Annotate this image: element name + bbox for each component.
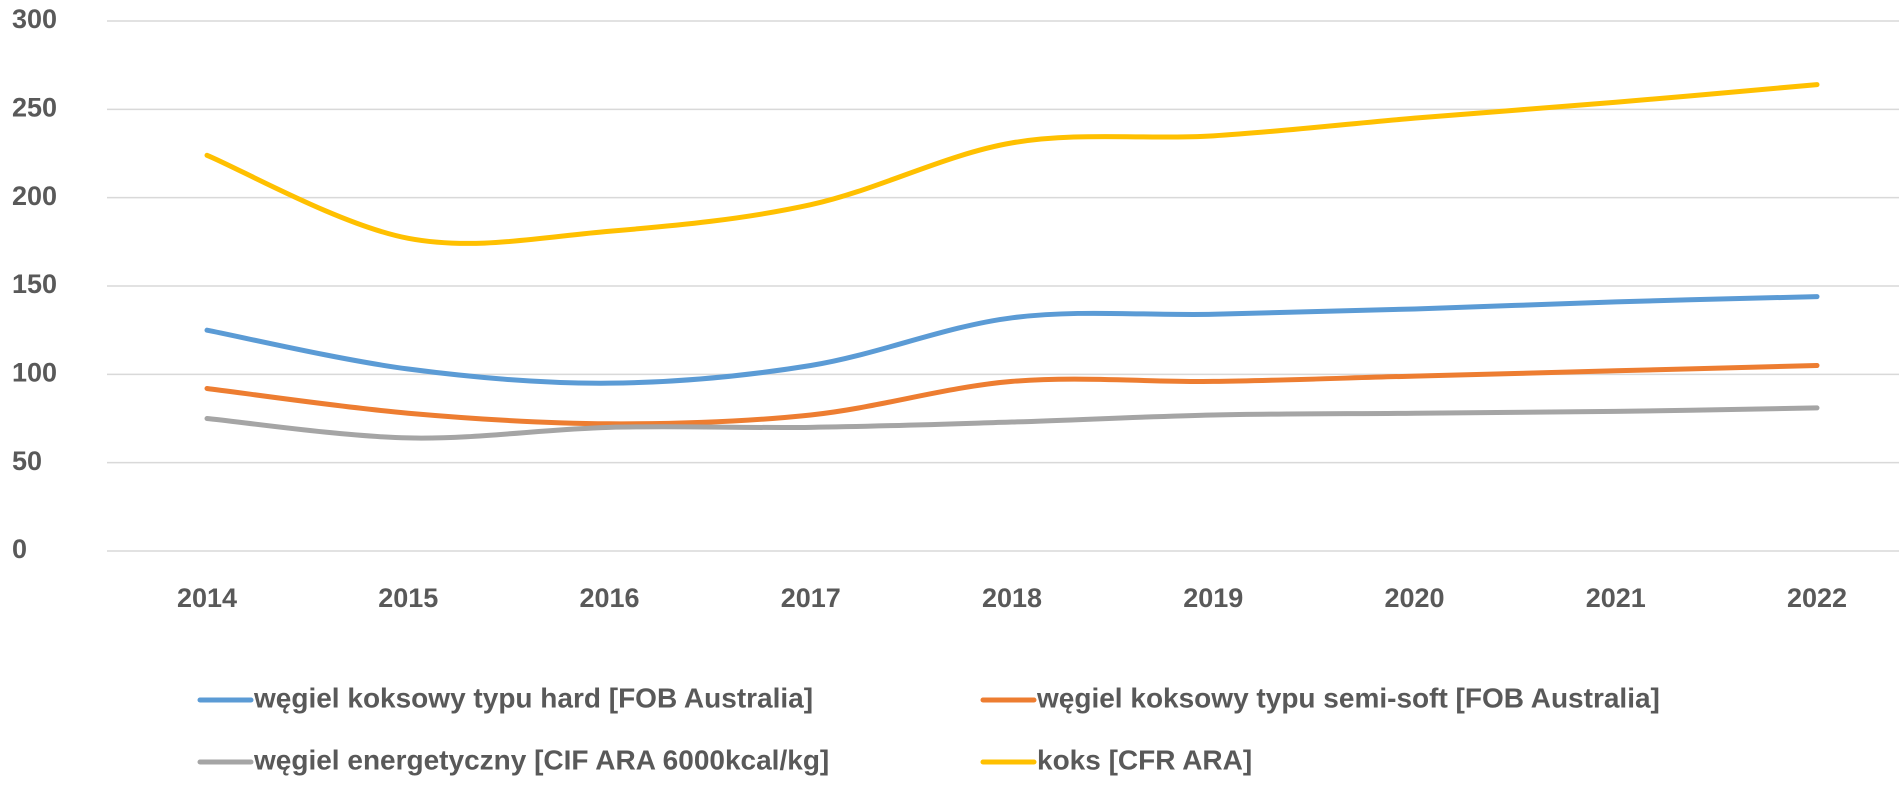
series-line [204,82,1820,246]
x-tick-label: 2020 [1384,583,1444,613]
series-line [204,294,1820,386]
y-tick-label: 200 [12,181,57,211]
y-tick-label: 250 [12,92,57,122]
x-tick-label: 2019 [1183,583,1243,613]
x-tick-label: 2022 [1787,583,1847,613]
legend-label: węgiel energetyczny [CIF ARA 6000kcal/kg… [253,744,829,775]
legend-label: węgiel koksowy typu semi-soft [FOB Austr… [1036,682,1660,713]
series-line [204,405,1820,441]
x-tick-label: 2016 [579,583,639,613]
series-line [204,363,1820,427]
x-tick-label: 2014 [177,583,237,613]
y-tick-label: 0 [12,534,27,564]
legend-label: węgiel koksowy typu hard [FOB Australia] [253,682,813,713]
legend-label: koks [CFR ARA] [1037,744,1252,775]
y-tick-label: 50 [12,446,42,476]
x-tick-label: 2017 [781,583,841,613]
x-tick-label: 2015 [378,583,438,613]
y-tick-label: 100 [12,357,57,387]
x-tick-label: 2018 [982,583,1042,613]
y-tick-label: 300 [12,4,57,34]
x-tick-label: 2021 [1586,583,1646,613]
y-tick-label: 150 [12,269,57,299]
